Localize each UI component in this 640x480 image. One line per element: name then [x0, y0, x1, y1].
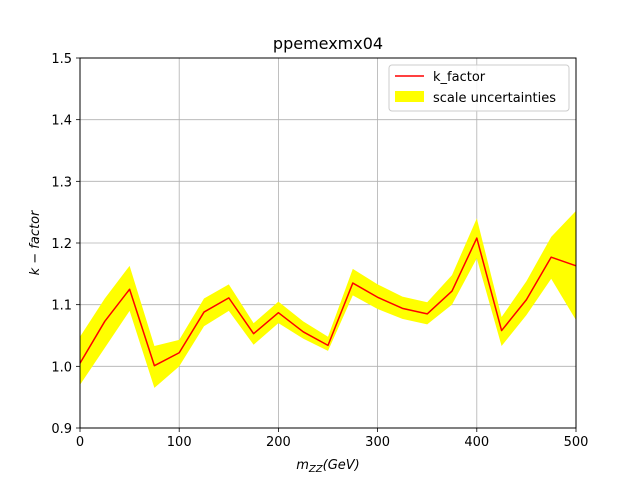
x-tick-label: 300: [365, 435, 390, 450]
x-tick-label: 100: [167, 435, 192, 450]
x-axis-label-main: m: [296, 458, 309, 473]
x-tick-label: 500: [564, 435, 589, 450]
y-axis-ticks: 0.9 1.0 1.1 1.2 1.3 1.4 1.5: [51, 52, 80, 437]
chart-title: ppemexmx04: [273, 34, 383, 53]
y-tick-label: 1.5: [51, 52, 72, 67]
k-factor-line-layer: [79, 237, 577, 367]
legend-scale-uncertainties-swatch: [395, 91, 424, 102]
y-tick-label: 1.0: [51, 360, 72, 375]
y-axis-label: k − factor: [28, 209, 43, 275]
legend: k_factor scale uncertainties: [388, 64, 570, 112]
legend-k-factor-label: k_factor: [433, 70, 486, 85]
y-tick-label: 0.9: [51, 422, 72, 437]
x-tick-label: 0: [76, 435, 84, 450]
y-tick-label: 1.3: [51, 175, 72, 190]
x-axis-label-unit: (GeV): [323, 458, 360, 473]
x-tick-label: 400: [464, 435, 489, 450]
y-tick-label: 1.4: [51, 114, 72, 129]
y-tick-label: 1.1: [51, 299, 72, 314]
y-tick-label: 1.2: [51, 237, 72, 252]
x-axis-ticks: 0 100 200 300 400 500: [76, 428, 589, 450]
x-axis-label: mZZ(GeV): [296, 458, 359, 475]
k-factor-line: [79, 237, 577, 367]
legend-box: [388, 64, 570, 112]
legend-scale-uncertainties-label: scale uncertainties: [433, 91, 556, 106]
x-tick-label: 200: [266, 435, 291, 450]
x-axis-label-subscript: ZZ: [308, 464, 324, 475]
